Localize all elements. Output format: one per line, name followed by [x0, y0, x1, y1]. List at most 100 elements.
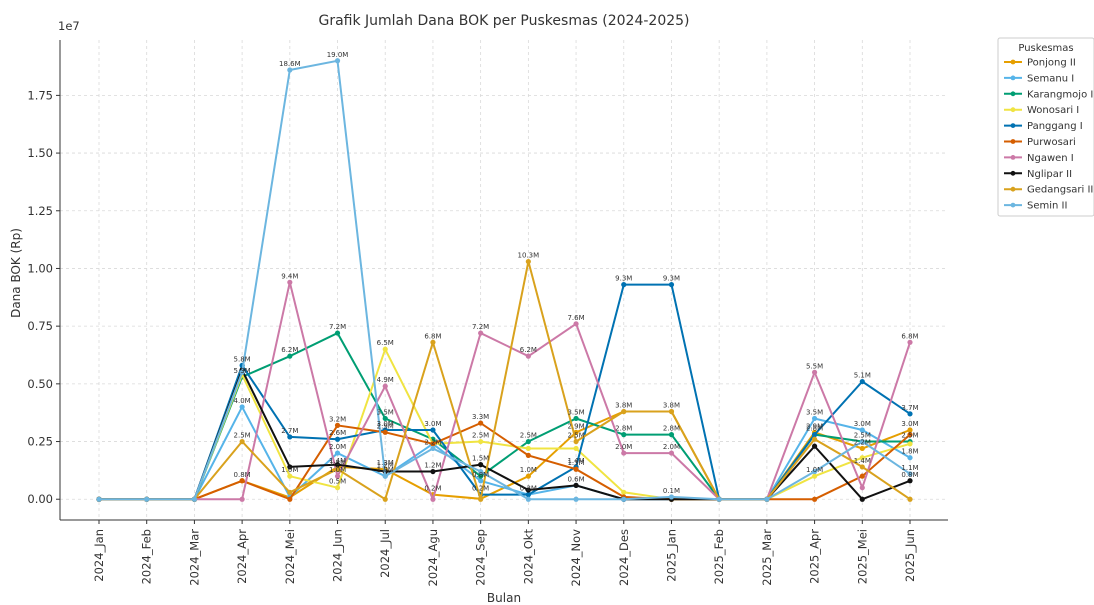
data-point — [525, 487, 531, 493]
data-point — [811, 468, 818, 475]
data-point — [382, 429, 388, 435]
legend-label: Gedangsari II — [1027, 185, 1093, 196]
data-label: 2.8M — [806, 425, 823, 433]
data-point — [525, 473, 531, 479]
data-label: 5.3M — [234, 367, 251, 375]
data-point — [96, 496, 102, 502]
legend-marker — [1010, 91, 1016, 97]
data-label: 6.8M — [424, 332, 441, 340]
data-point — [525, 258, 531, 265]
data-label: 2.7M — [281, 427, 298, 435]
data-label: 0.5M — [329, 478, 346, 486]
data-point — [811, 369, 818, 375]
data-point — [430, 445, 436, 452]
legend-item: Semin II — [1004, 201, 1067, 212]
data-point — [668, 408, 675, 415]
data-label: 1.0M — [281, 466, 298, 474]
x-tick-label: 2024_Sep — [474, 529, 488, 586]
data-point — [525, 353, 531, 359]
legend-label: Panggang I — [1027, 121, 1083, 132]
x-tick-label: 2024_Mar — [187, 529, 201, 586]
data-label: 0.2M — [424, 485, 441, 493]
data-label: 6.8M — [901, 332, 918, 340]
data-label: 0.2M — [520, 485, 537, 493]
data-point — [430, 339, 436, 345]
data-point — [859, 496, 865, 502]
x-ticks: 2024_Jan 2024_Feb 2024_Mar 2024_Apr 2024_Mei… — [92, 520, 917, 586]
data-point — [144, 496, 150, 502]
legend-marker — [1010, 170, 1016, 176]
legend-title: Puskesmas — [1018, 43, 1073, 54]
data-label: 9.4M — [281, 272, 298, 280]
y-ticks: 0.00 0.25 0.50 0.75 1.00 1.25 1.50 1.75 — [27, 88, 60, 506]
data-label: 3.5M — [806, 408, 823, 416]
data-point — [811, 436, 818, 442]
legend: Puskesmas Ponjong II Semanu I Karangmojo I… — [997, 37, 1094, 217]
legend-label: Ponjong II — [1027, 58, 1076, 69]
x-tick-label: 2024_Agu — [426, 529, 440, 586]
data-point — [334, 436, 341, 442]
data-point — [668, 282, 675, 288]
y-tick-label: 1.50 — [27, 146, 53, 160]
data-point — [859, 455, 865, 461]
data-point — [334, 485, 341, 491]
data-label: 6.2M — [281, 346, 298, 354]
x-tick-label: 2024_Apr — [235, 529, 249, 584]
data-point — [382, 415, 388, 422]
y-tick-label: 0.50 — [27, 377, 53, 391]
legend-item: Karangmojo I — [1004, 89, 1093, 100]
series-line — [99, 421, 911, 501]
data-point — [573, 438, 579, 445]
data-label: 3.3M — [472, 413, 489, 421]
data-label: 1.3M — [329, 459, 346, 467]
data-label: 2.2M — [424, 438, 441, 446]
data-label: 2.9M — [377, 422, 394, 430]
data-label: 6.2M — [520, 346, 537, 354]
data-label: 7.2M — [472, 323, 489, 331]
data-label: 2.2M — [854, 438, 871, 446]
data-point — [907, 455, 913, 461]
data-label: 1.4M — [329, 457, 346, 465]
data-point — [811, 473, 818, 479]
legend-marker — [1010, 155, 1016, 160]
series-wonosari-i — [96, 346, 913, 502]
legend-item: Ponjong II — [1004, 58, 1076, 69]
legend-label: Purwosari — [1027, 137, 1076, 148]
data-point — [239, 438, 245, 445]
data-point — [478, 496, 484, 502]
data-point — [859, 438, 865, 445]
data-label: 3.5M — [567, 408, 584, 416]
x-tick-label: 2025_Mar — [760, 529, 774, 586]
y-tick-label: 0.75 — [27, 319, 53, 333]
y-axis-exponent: 1e7 — [58, 19, 80, 33]
data-point — [287, 473, 293, 479]
data-point — [621, 408, 627, 415]
data-label: 0.6M — [567, 475, 584, 483]
data-label: 3.8M — [615, 402, 632, 410]
data-point — [334, 466, 341, 472]
legend-box — [997, 37, 1094, 217]
data-point — [573, 445, 579, 452]
data-label: 2.5M — [520, 432, 537, 440]
data-label: 1.0M — [806, 466, 823, 474]
x-tick-label: 2024_Jul — [378, 529, 392, 578]
data-label: 9.3M — [663, 275, 680, 283]
data-label: 3.0M — [901, 420, 918, 428]
x-tick-label: 2024_Feb — [140, 529, 154, 584]
data-point — [811, 443, 818, 449]
data-point — [859, 378, 865, 385]
data-point — [907, 427, 913, 433]
data-label: 2.8M — [615, 425, 632, 433]
y-tick-label: 1.75 — [27, 88, 53, 102]
chart-title: Grafik Jumlah Dana BOK per Puskesmas (20… — [318, 13, 689, 29]
data-point — [382, 496, 388, 502]
legend-label: Nglipar II — [1027, 169, 1072, 180]
data-point — [525, 438, 531, 445]
data-point — [239, 369, 245, 375]
data-label: 3.2M — [329, 415, 346, 423]
data-point — [287, 353, 293, 359]
data-label: 1.4M — [854, 457, 871, 465]
legend-marker — [1010, 123, 1016, 128]
y-tick-label: 0.00 — [27, 492, 53, 506]
